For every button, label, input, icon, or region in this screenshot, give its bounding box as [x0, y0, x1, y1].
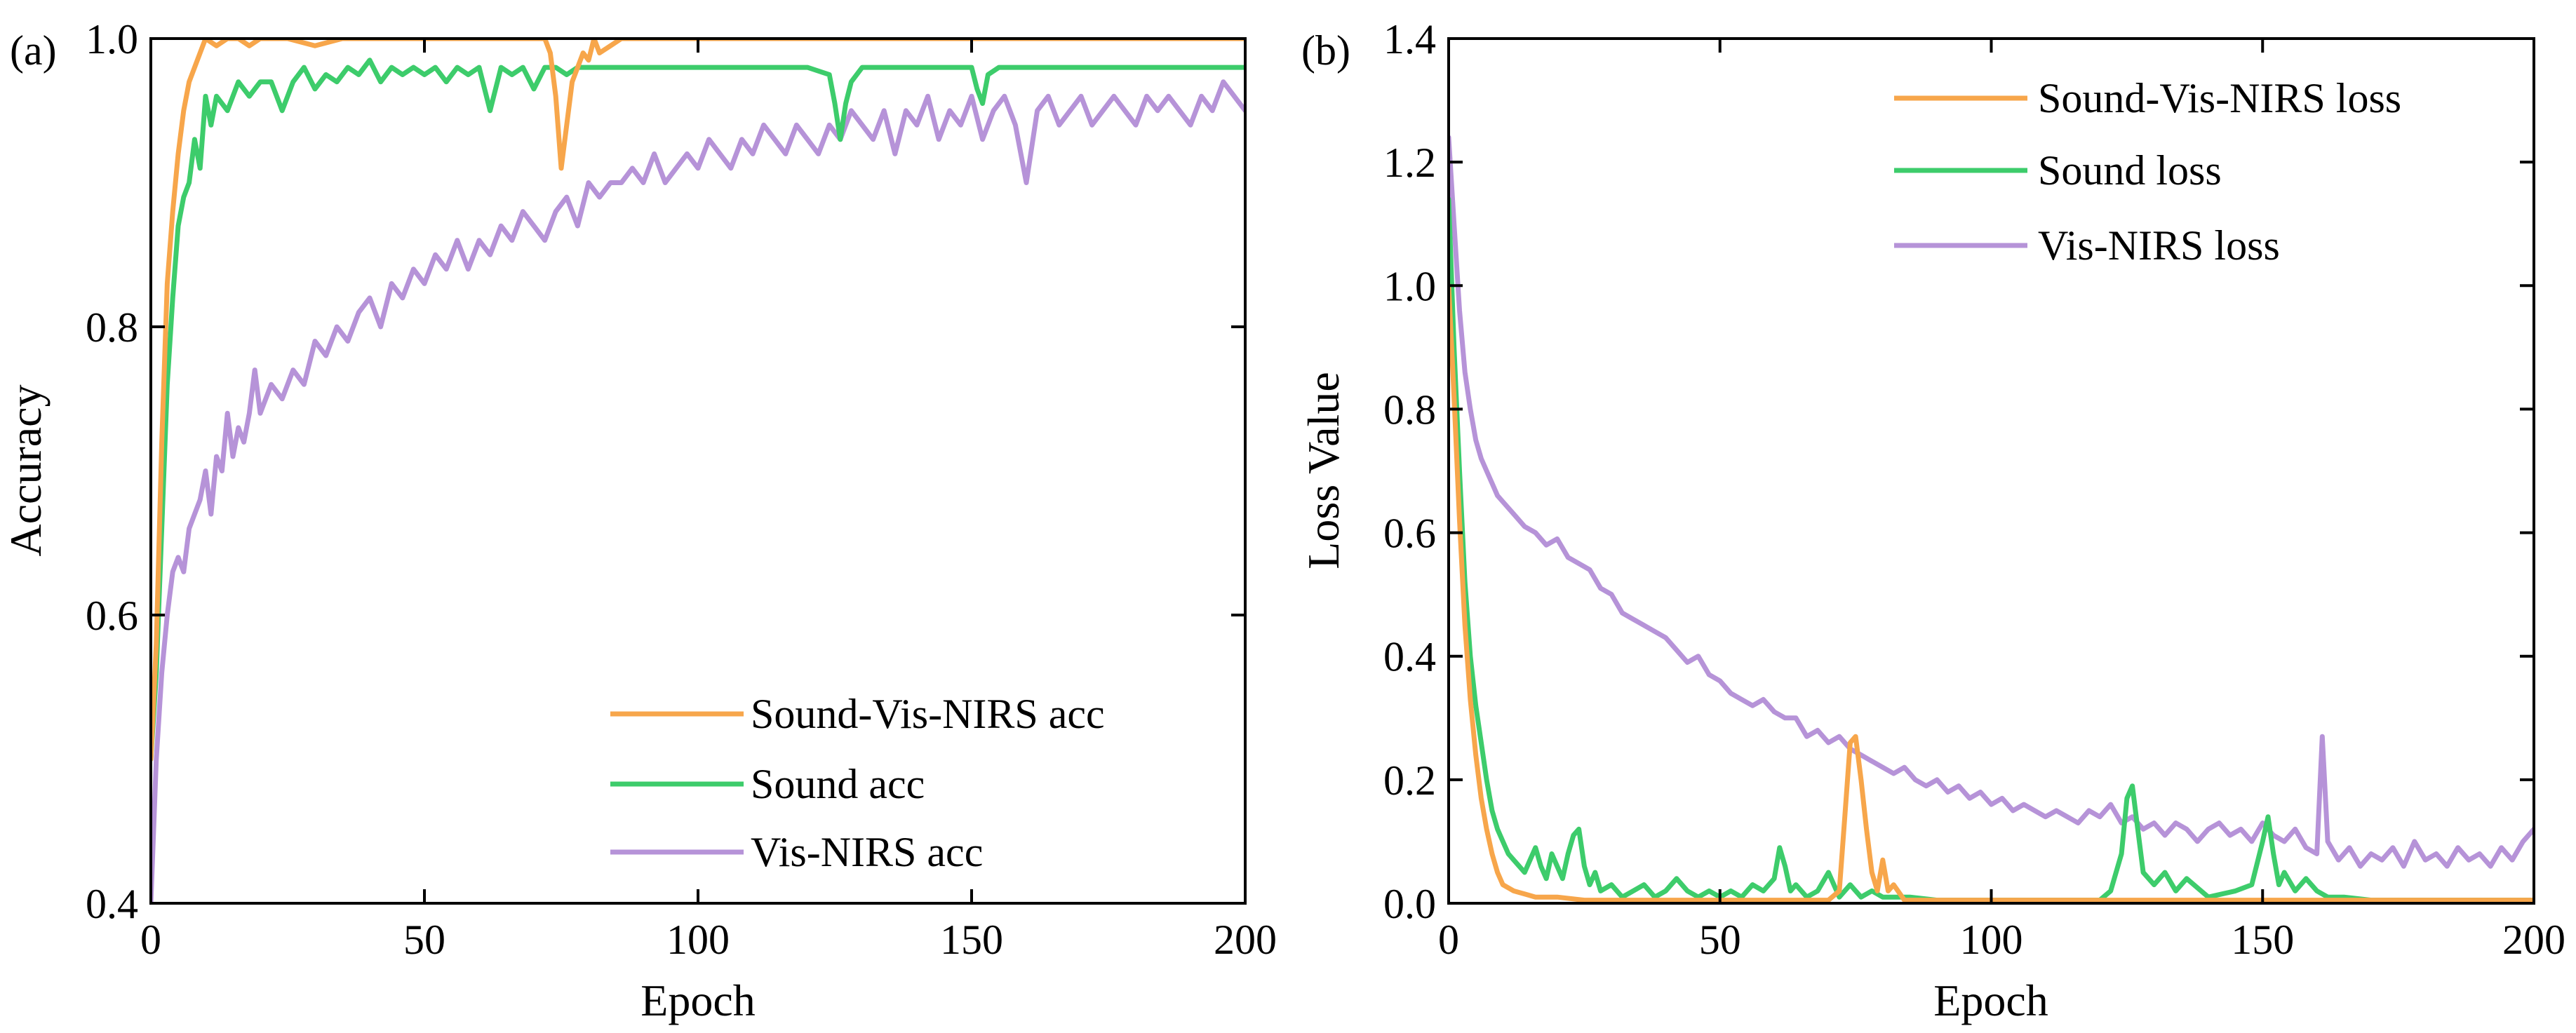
loss-legend: Sound-Vis-NIRS loss Sound loss Vis-NIRS lo… — [1894, 75, 2401, 269]
x-tick-label-2: 100 — [1960, 917, 2023, 963]
x-tick-label-0: 0 — [1438, 917, 1459, 963]
y-tick-label-0: 0.4 — [86, 881, 138, 927]
x-tick-label-4: 200 — [1214, 917, 1277, 963]
fused-series-line-0 — [151, 39, 1245, 762]
legend-label-2: Vis-NIRS acc — [751, 829, 983, 875]
y-tick-label-5: 1.0 — [1383, 263, 1436, 309]
panel-label-b: (b) — [1301, 27, 1350, 74]
accuracy-lines — [151, 39, 1245, 903]
loss-lines — [1449, 135, 2534, 903]
accuracy-y-axis-title: Accuracy — [1, 384, 51, 556]
legend-label-1: Sound loss — [2038, 147, 2222, 194]
legend-label-0: Sound-Vis-NIRS loss — [2038, 75, 2401, 121]
x-tick-label-1: 50 — [403, 917, 445, 963]
y-tick-label-2: 0.4 — [1383, 634, 1436, 680]
y-tick-label-4: 0.8 — [1383, 386, 1436, 433]
visnirs-series-line-1 — [1449, 135, 2534, 869]
y-tick-label-3: 0.6 — [1383, 511, 1436, 557]
fused-series-line-1 — [1449, 283, 2534, 903]
y-tick-label-6: 1.2 — [1383, 140, 1436, 186]
legend-label-1: Sound acc — [751, 761, 925, 807]
accuracy-x-axis-title: Epoch — [640, 975, 756, 1025]
x-tick-label-2: 100 — [666, 917, 730, 963]
panel-label-a: (a) — [10, 27, 57, 74]
y-tick-label-0: 0.0 — [1383, 881, 1436, 927]
y-tick-label-7: 1.4 — [1383, 16, 1436, 62]
x-tick-label-3: 150 — [2231, 917, 2294, 963]
x-tick-label-3: 150 — [940, 917, 1003, 963]
legend-label-0: Sound-Vis-NIRS acc — [751, 691, 1105, 737]
sound-series-line-0 — [151, 58, 1245, 762]
x-tick-label-1: 50 — [1699, 917, 1741, 963]
y-tick-label-3: 1.0 — [86, 16, 138, 62]
visnirs-series-line-0 — [151, 79, 1245, 903]
accuracy-legend: Sound-Vis-NIRS acc Sound acc Vis-NIRS acc — [610, 691, 1105, 875]
accuracy-panel: 0 50 100 150 200 0.4 0.6 0.8 1.0 (a) Epoch Accur… — [1, 16, 1277, 1025]
sound-series-line-1 — [1449, 196, 2534, 903]
x-tick-label-0: 0 — [140, 917, 161, 963]
loss-y-axis-title: Loss Value — [1299, 372, 1348, 569]
y-tick-label-1: 0.6 — [86, 593, 138, 639]
x-tick-label-4: 200 — [2502, 917, 2565, 963]
y-tick-label-1: 0.2 — [1383, 757, 1436, 804]
accuracy-ticks: 0 50 100 150 200 0.4 0.6 0.8 1.0 — [86, 16, 1277, 963]
loss-ticks: 0 50 100 150 200 0.0 0.2 0.4 0.6 0.8 1.0 1.2 1.4 — [1383, 16, 2565, 963]
loss-panel: 0 50 100 150 200 0.0 0.2 0.4 0.6 0.8 1.0 1.2 1.4 (b)… — [1299, 16, 2565, 1025]
y-tick-label-2: 0.8 — [86, 304, 138, 351]
legend-label-2: Vis-NIRS loss — [2038, 222, 2280, 269]
loss-x-axis-title: Epoch — [1933, 975, 2048, 1025]
